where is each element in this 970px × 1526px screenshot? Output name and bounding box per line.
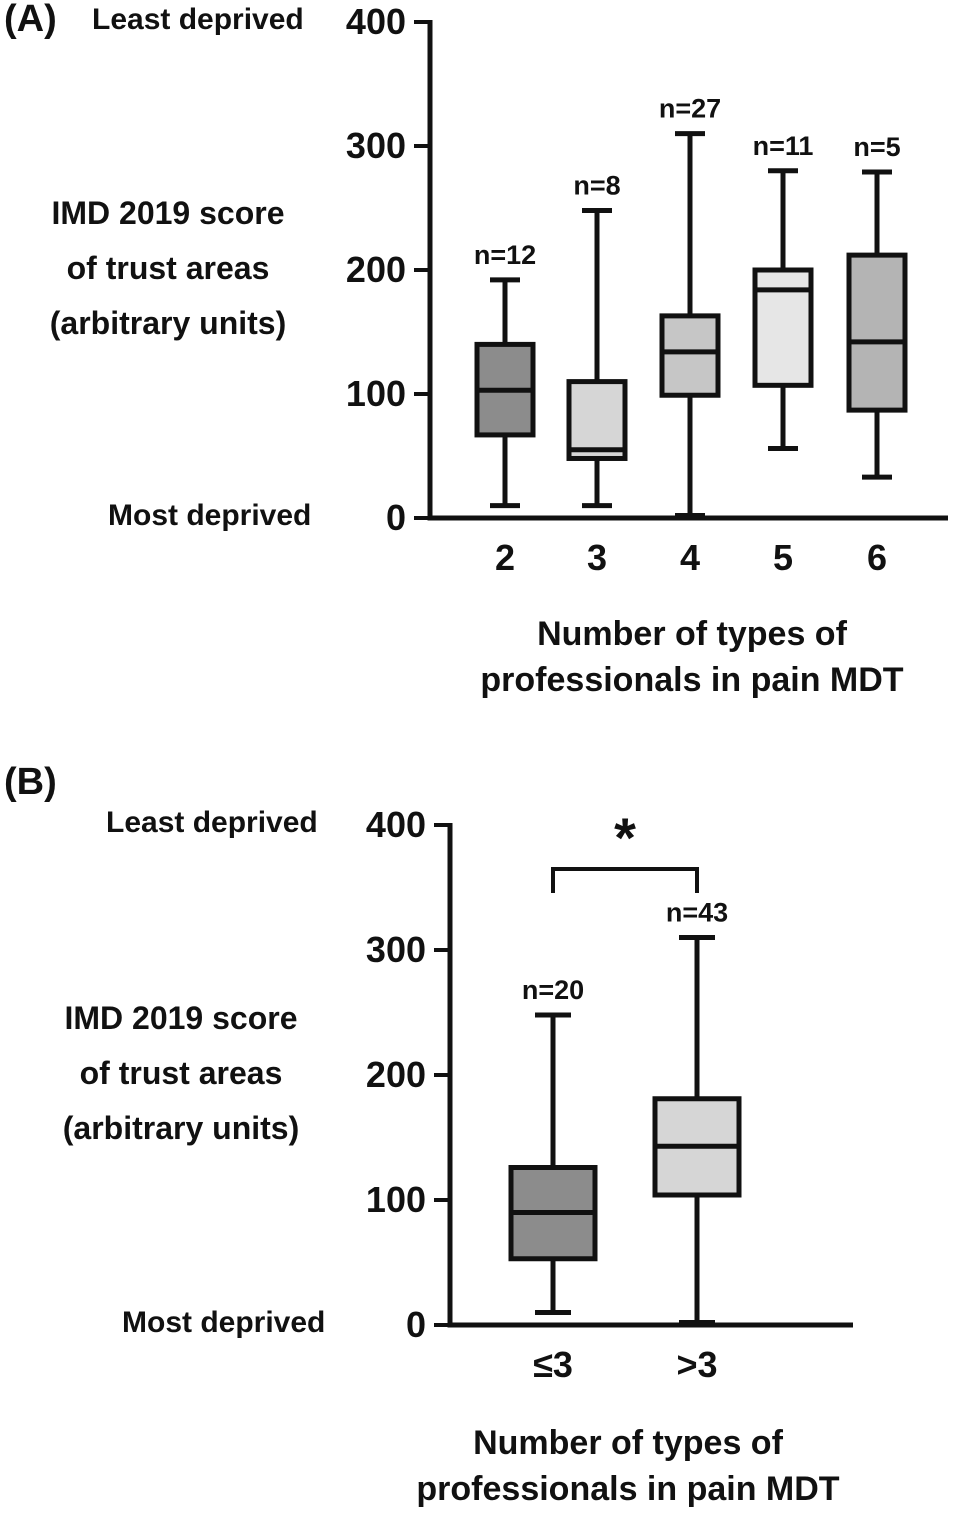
x-axis-title-a: Number of types of professionals in pain…	[428, 612, 956, 704]
y-tick-label-200: 200	[366, 1054, 426, 1095]
x-axis-title-b: Number of types of professionals in pain…	[396, 1421, 860, 1513]
y-tick-label-400: 400	[346, 1, 406, 42]
y-axis-title-b-line1: IMD 2019 score	[64, 1000, 298, 1036]
y-tick-label-300: 300	[366, 929, 426, 970]
category-label-4: 5	[773, 537, 793, 578]
category-label-1: ≤3	[533, 1344, 573, 1385]
panel-a-label: (A)	[4, 0, 57, 40]
y-tick-label-0: 0	[406, 1304, 426, 1345]
y-axis-title-b: IMD 2019 score of trust areas (arbitrary…	[0, 991, 362, 1156]
y-tick-label-100: 100	[366, 1179, 426, 1220]
x-axis-title-a-line2: professionals in pain MDT	[480, 660, 904, 699]
box-plot-2	[566, 207, 628, 509]
y-axis-title-b-line2: of trust areas	[79, 1055, 283, 1092]
y-tick-label-200: 200	[346, 249, 406, 290]
iqr-box	[566, 379, 628, 461]
x-axis-title-a-line1: Number of types of	[537, 615, 847, 653]
box-plot-5	[846, 169, 908, 480]
box-plot-3	[659, 131, 721, 519]
y-tick-label-300: 300	[346, 125, 406, 166]
n-label-2: n=43	[666, 898, 728, 928]
x-axis-title-b-line1: Number of types of	[473, 1424, 783, 1462]
y-tick-label-100: 100	[346, 373, 406, 414]
most-deprived-label-b: Most deprived	[122, 1306, 326, 1339]
box-plot-2	[652, 935, 742, 1325]
n-label-3: n=27	[659, 94, 721, 124]
category-label-3: 4	[680, 537, 700, 578]
n-label-2: n=8	[573, 170, 620, 200]
y-axis-title-b-line3: (arbitrary units)	[62, 1110, 300, 1147]
category-label-2: >3	[676, 1344, 717, 1385]
category-label-1: 2	[495, 537, 515, 578]
iqr-box	[659, 313, 721, 398]
iqr-box	[846, 252, 908, 413]
y-axis-title-a-line2: of trust areas	[66, 250, 270, 287]
panel-b: 0 100 200 300 400 n=20 ≤3 n=43 >3 * (B) Least dep…	[0, 745, 970, 1526]
significance-star: *	[614, 806, 636, 869]
n-label-1: n=20	[522, 975, 584, 1005]
panel-b-label: (B)	[4, 761, 57, 803]
iqr-box	[752, 267, 814, 388]
y-axis-title-a: IMD 2019 score of trust areas (arbitrary…	[0, 186, 338, 351]
n-label-5: n=5	[853, 132, 900, 162]
y-tick-label-0: 0	[386, 497, 406, 538]
least-deprived-label-a: Least deprived	[92, 3, 304, 36]
panel-a: 0 100 200 300 400 n=12 2 n=8 3 n=27 4 n=11 5 n=5 6 (A)…	[0, 0, 970, 745]
category-label-2: 3	[587, 537, 607, 578]
box-plot-1	[508, 1012, 598, 1315]
y-axis-title-a-line3: (arbitrary units)	[49, 305, 287, 342]
x-axis-title-b-line2: professionals in pain MDT	[416, 1469, 840, 1508]
n-label-1: n=12	[474, 240, 536, 270]
box-plot-1	[474, 277, 536, 509]
y-tick-label-400: 400	[366, 804, 426, 845]
y-axis-title-a-line1: IMD 2019 score	[51, 195, 285, 231]
most-deprived-label-a: Most deprived	[108, 499, 312, 532]
n-label-4: n=11	[753, 131, 814, 161]
boxplot-chart-a: 0 100 200 300 400 n=12 2 n=8 3 n=27 4 n=11 5 n=5 6	[346, 1, 948, 578]
boxplot-chart-b: 0 100 200 300 400 n=20 ≤3 n=43 >3 *	[366, 804, 853, 1385]
category-label-5: 6	[867, 537, 887, 578]
significance-bracket	[551, 867, 699, 893]
least-deprived-label-b: Least deprived	[106, 806, 318, 839]
box-plot-4	[752, 168, 814, 452]
